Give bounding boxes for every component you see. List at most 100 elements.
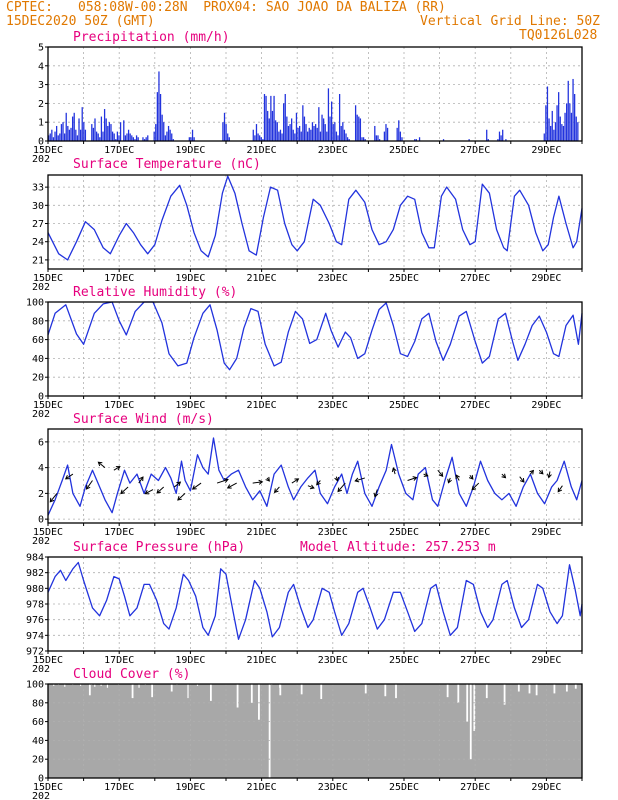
wind-arrow-head (468, 474, 474, 480)
panel-frame (47, 46, 583, 142)
cloud-bar (512, 684, 515, 778)
wind-arrow-head (115, 466, 121, 471)
cloud-bar (490, 684, 493, 778)
wind-arrow-head (309, 484, 315, 490)
precip-bar (276, 122, 278, 141)
precip-bar (62, 122, 64, 141)
wind-arrow (407, 477, 417, 481)
precip-bar (68, 129, 71, 141)
wind-arrow (392, 467, 396, 475)
cloud-bar (185, 684, 188, 778)
wind-arrow (307, 485, 315, 489)
cloud-bar (138, 687, 141, 778)
cloud-bar (536, 684, 539, 778)
cloud-bar (201, 684, 204, 778)
x-tick-label: 29DEC (531, 273, 561, 284)
cloud-bar (134, 684, 137, 778)
cloud-bar (510, 684, 513, 778)
cloud-bar (123, 684, 126, 778)
precip-bar (273, 95, 275, 141)
precip-bar (569, 103, 571, 141)
precip-bar (259, 135, 261, 141)
precip-bar (468, 139, 470, 141)
wind-arrow (291, 478, 299, 484)
cloud-bar (100, 685, 103, 778)
cloud-bar (198, 684, 201, 778)
cloud-bar (164, 684, 167, 778)
cloud-bar (65, 684, 68, 778)
precip-bar (401, 137, 403, 141)
precip-bar (574, 94, 576, 141)
precip-bar (558, 92, 560, 141)
precip-bar (319, 131, 322, 141)
cloud-bar (236, 684, 238, 778)
precip-bar (126, 133, 128, 141)
wind-arrow-head (120, 489, 125, 495)
cloud-bar (401, 684, 404, 778)
wind-arrow-head (85, 484, 91, 490)
precip-bar (545, 105, 547, 141)
wind-arrow (138, 476, 144, 484)
y-tick-label: 984 (26, 553, 44, 564)
cloud-bar (457, 684, 460, 778)
precip-bar (54, 131, 56, 141)
x-tick-label: 27DEC (460, 273, 490, 284)
precip-bar (307, 131, 309, 141)
cloud-bar (542, 684, 545, 778)
precip-bar (385, 124, 387, 141)
precip-bar (332, 124, 334, 141)
precip-bar (546, 86, 549, 141)
wind-arrow-head (273, 488, 279, 494)
cloud-bar (85, 684, 88, 778)
cloud-bar (150, 684, 153, 778)
cloud-bar (207, 684, 210, 778)
cloud-bar (539, 684, 542, 778)
wind-arrow (519, 476, 525, 483)
cloud-bar (52, 685, 55, 778)
precip-bar (364, 139, 366, 141)
cloud-bar (544, 684, 547, 778)
cloud-bar (420, 684, 423, 778)
precip-bar (52, 137, 55, 141)
panel-3: 0 2 4 6 15DEC 17DEC 19DEC 21DEC 23DEC 25DEC 27DEC 2… (32, 412, 583, 547)
cloud-bar (548, 684, 551, 778)
precip-bar (145, 137, 147, 141)
cloud-bar (54, 684, 57, 778)
x-tick-label: 17DEC (104, 782, 134, 793)
precip-bar (300, 131, 302, 141)
cloud-bar (496, 684, 499, 778)
cloud-bar (551, 684, 554, 778)
x-tick-label: 15DEC (33, 782, 63, 793)
x-tick-label: 29DEC (531, 655, 561, 666)
precip-bar (118, 135, 120, 141)
series-line (47, 175, 583, 261)
cloud-bar (526, 684, 529, 778)
cloud-bar (371, 684, 374, 778)
cloud-bar (577, 684, 580, 778)
cloud-bar (307, 684, 310, 778)
precip-bar (308, 127, 310, 141)
wind-arrow (337, 482, 346, 492)
cloud-bar (321, 684, 324, 778)
cloud-bar (382, 684, 385, 778)
cloud-bar (157, 684, 159, 778)
y-tick-label: 60 (32, 335, 44, 346)
x-tick-label: 23DEC (318, 655, 348, 666)
x-tick-label: 19DEC (175, 400, 205, 411)
cloud-gap (250, 684, 253, 703)
wind-arrow (174, 481, 181, 488)
wind-arrow (177, 493, 186, 501)
cloud-bar (409, 684, 412, 778)
x-tick-label: 23DEC (318, 273, 348, 284)
precip-bar (73, 112, 75, 141)
cloud-bar (363, 684, 366, 778)
cloud-bar (234, 684, 237, 778)
cloud-bar (243, 684, 246, 778)
cloud-bar (370, 684, 373, 778)
cloud-bar (559, 684, 562, 778)
cloud-bar (405, 684, 408, 778)
y-tick-label: 2 (38, 99, 44, 110)
cloud-bar (142, 684, 145, 778)
cloud-bar (168, 684, 171, 778)
precip-bar (94, 118, 96, 141)
